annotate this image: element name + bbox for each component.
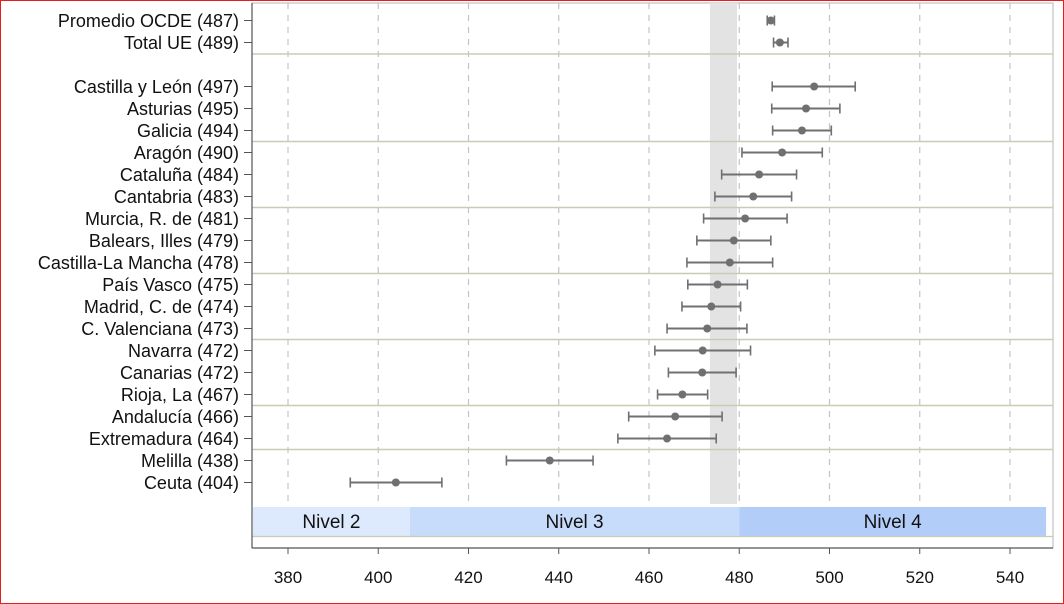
category-label: Madrid, C. de (474)	[84, 297, 239, 317]
plot-background	[251, 2, 1054, 549]
error-bar-row	[702, 213, 788, 224]
x-tick-label: 400	[364, 568, 392, 587]
mean-point	[755, 170, 764, 179]
plot-area	[251, 2, 1054, 549]
error-bar-row	[766, 15, 776, 26]
level-label: Nivel 3	[546, 512, 604, 533]
error-bar-row	[741, 147, 824, 158]
category-label: Balears, Illes (479)	[89, 231, 239, 251]
category-label: Murcia, R. de (481)	[85, 209, 239, 229]
category-label: Aragón (490)	[134, 143, 239, 163]
error-bar-row	[617, 433, 718, 444]
error-bar-row	[627, 411, 723, 422]
mean-point	[678, 390, 687, 399]
category-label: C. Valenciana (473)	[81, 319, 239, 339]
error-bar-row	[349, 477, 443, 488]
category-label: Castilla-La Mancha (478)	[38, 253, 239, 273]
category-label: Canarias (472)	[120, 363, 239, 383]
error-bar-layer	[349, 15, 857, 488]
error-bar-row	[770, 103, 841, 114]
category-label: Extremadura (464)	[89, 429, 239, 449]
error-bar-row	[687, 279, 749, 290]
category-label: Castilla y León (497)	[74, 77, 239, 97]
category-label: Rioja, La (467)	[121, 385, 239, 405]
category-label: Andalucía (466)	[112, 407, 239, 427]
category-label: Galicia (494)	[137, 121, 239, 141]
mean-point	[741, 214, 750, 223]
error-bar-row	[505, 455, 594, 466]
category-label: Asturias (495)	[127, 99, 239, 119]
level-band-nivel-2	[253, 507, 410, 536]
error-bar-row	[771, 81, 857, 92]
mean-point	[802, 104, 811, 113]
mean-point	[725, 258, 734, 267]
x-tick-label: 380	[274, 568, 302, 587]
error-bar-row	[667, 367, 737, 378]
category-label: País Vasco (475)	[102, 275, 239, 295]
level-label: Nivel 2	[302, 512, 360, 533]
level-label: Nivel 4	[864, 512, 923, 533]
mean-point	[713, 280, 722, 289]
mean-point	[391, 478, 400, 487]
error-bar-row	[681, 301, 742, 312]
error-bar-row	[696, 235, 772, 246]
mean-point	[797, 126, 806, 135]
mean-point	[663, 434, 672, 443]
error-bar-row	[714, 191, 793, 202]
error-bar-row	[656, 389, 709, 400]
category-label: Total UE (489)	[124, 33, 239, 53]
mean-point	[810, 82, 819, 91]
level-band-nivel-3	[409, 507, 740, 536]
mean-point	[775, 38, 784, 47]
x-axis: 380 400 420 440 460 480 500 520 540	[251, 3, 1053, 587]
mean-point	[766, 16, 775, 25]
mean-point	[729, 236, 738, 245]
category-label: Ceuta (404)	[144, 473, 239, 493]
mean-point	[545, 456, 554, 465]
x-tick-label: 440	[545, 568, 573, 587]
levels-bar: Nivel 2 Nivel 3 Nivel 4	[252, 507, 1053, 538]
mean-point	[778, 148, 787, 157]
x-tick-label: 520	[906, 568, 934, 587]
mean-point	[698, 368, 707, 377]
category-label-layer: Promedio OCDE (487)Total UE (489) Castill…	[38, 11, 252, 493]
mean-point	[698, 346, 707, 355]
mean-point	[707, 302, 716, 311]
level-band-nivel-4	[739, 507, 1047, 536]
mean-point	[671, 412, 680, 421]
error-bar-row	[771, 125, 833, 136]
category-label: Promedio OCDE (487)	[58, 11, 239, 31]
reference-band-layer	[709, 3, 737, 504]
x-tick-label: 480	[725, 568, 753, 587]
x-tick-label: 500	[815, 568, 843, 587]
x-tick-label: 540	[996, 568, 1024, 587]
error-bar-row	[772, 37, 789, 48]
oecd-reference-band	[709, 3, 737, 504]
row-separator-layer	[252, 53, 1053, 451]
category-label: Navarra (472)	[128, 341, 239, 361]
error-bar-row	[720, 169, 798, 180]
error-bar-row	[686, 257, 774, 268]
error-bar-row	[654, 345, 752, 356]
category-label: Cataluña (484)	[120, 165, 239, 185]
x-tick-label: 460	[635, 568, 663, 587]
mean-point	[749, 192, 758, 201]
category-label: Melilla (438)	[141, 451, 239, 471]
category-label: Cantabria (483)	[114, 187, 239, 207]
error-bar-row	[666, 323, 748, 334]
mean-point	[703, 324, 712, 333]
x-tick-label: 420	[454, 568, 482, 587]
